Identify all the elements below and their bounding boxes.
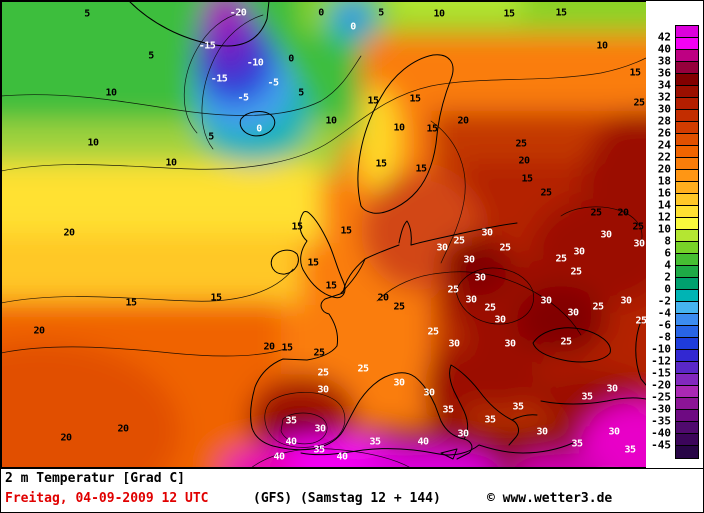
colorbar-tick-label: -15: [651, 366, 671, 380]
colorbar-tick-label: -20: [651, 378, 671, 392]
colorbar-cell: [676, 410, 698, 422]
colorbar-cell: [676, 194, 698, 206]
colorbar-cell: [676, 38, 698, 50]
colorbar-cell: [676, 302, 698, 314]
colorbar-cell: [676, 134, 698, 146]
colorbar-tick-label: 16: [657, 186, 671, 200]
model-forecast-info: (GFS) (Samstag 12 + 144): [253, 491, 441, 506]
colorbar-tick-label: 32: [657, 90, 671, 104]
coast-britain: [299, 211, 346, 299]
colorbar-cell: [676, 158, 698, 170]
colorbar-cell: [676, 278, 698, 290]
colorbar-cell: [676, 110, 698, 122]
colorbar-tick-label: 8: [664, 234, 671, 248]
colorbar-tick-label: -35: [651, 414, 671, 428]
colorbar-cell: [676, 146, 698, 158]
colorbar-tick-label: 2: [664, 270, 671, 284]
coast-adriatic-greece: [449, 364, 538, 446]
colorbar-tick-label: 30: [657, 102, 671, 116]
colorbar-cell: [676, 422, 698, 434]
colorbar-tick-label: -8: [657, 330, 671, 344]
colorbar-cell: [676, 314, 698, 326]
colorbar-tick-label: 24: [657, 138, 671, 152]
colorbar-tick-label: 6: [664, 246, 671, 260]
coast-north-africa: [300, 442, 574, 456]
colorbar-tick-label: 18: [657, 174, 671, 188]
coast-greenland: [128, 1, 270, 47]
colorbar-tick-label: -10: [651, 342, 671, 356]
colorbar-cell: [676, 386, 698, 398]
colorbar-tick-label: 22: [657, 150, 671, 164]
coast-denmark: [398, 220, 412, 246]
colorbar-cell: [676, 170, 698, 182]
colorbar-tick-label: -4: [657, 306, 671, 320]
colorbar-cell: [676, 26, 698, 38]
colorbar-tick-label: 34: [657, 78, 671, 92]
colorbar-cell: [676, 434, 698, 446]
run-datetime: Freitag, 04-09-2009 12 UTC: [5, 491, 209, 506]
colorbar-cell: [676, 242, 698, 254]
colorbar-cell: [676, 218, 698, 230]
colorbar-tick-label: -2: [657, 294, 671, 308]
colorbar-cell: [676, 50, 698, 62]
coast-scandinavia: [357, 54, 454, 214]
colorbar-tick-label: 4: [664, 258, 671, 272]
map-title: 2 m Temperatur [Grad C]: [5, 471, 186, 486]
colorbar-tick-label: 38: [657, 54, 671, 68]
temperature-map-svg: [1, 1, 647, 468]
isotherm-contours: [1, 12, 647, 468]
colorbar-cells: [675, 25, 699, 459]
colorbar-tick-label: 26: [657, 126, 671, 140]
coast-caspian: [635, 320, 647, 386]
copyright: © www.wetter3.de: [487, 491, 613, 506]
colorbar-tick-label: 36: [657, 66, 671, 80]
footer-bar: 2 m Temperatur [Grad C] Freitag, 04-09-2…: [1, 468, 703, 512]
colorbar-cell: [676, 290, 698, 302]
coastlines: [128, 1, 647, 460]
coast-black-sea: [532, 327, 611, 363]
colorbar-tick-label: -45: [651, 438, 671, 452]
coast-iceland: [239, 111, 276, 137]
colorbar-cell: [676, 230, 698, 242]
colorbar-cell: [676, 86, 698, 98]
colorbar-cell: [676, 326, 698, 338]
coast-west-europe: [250, 258, 473, 460]
colorbar-tick-label: -6: [657, 318, 671, 332]
map-area: 5 -20 0 0 5 10 15 15 10 15 25 -15 -15 -10 -5 -5 0 5 5 10 5 0 1…: [1, 1, 647, 468]
colorbar: 42 40 38 36 34 32 30 28 26 24 22 20 18 16 14 12 10 8 6 4 2 0-…: [646, 1, 703, 468]
colorbar-cell: [676, 362, 698, 374]
colorbar-cell: [676, 338, 698, 350]
colorbar-tick-label: 40: [657, 42, 671, 56]
colorbar-ticks: 42 40 38 36 34 32 30 28 26 24 22 20 18 16 14 12 10 8 6 4 2 0-…: [646, 1, 673, 468]
colorbar-cell: [676, 266, 698, 278]
colorbar-cell: [676, 350, 698, 362]
colorbar-cell: [676, 206, 698, 218]
colorbar-cell: [676, 98, 698, 110]
coast-turkey: [540, 397, 647, 405]
colorbar-tick-label: 0: [664, 282, 671, 296]
colorbar-tick-label: 10: [657, 222, 671, 236]
colorbar-cell: [676, 122, 698, 134]
colorbar-tick-label: 14: [657, 198, 671, 212]
colorbar-cell: [676, 74, 698, 86]
colorbar-tick-label: -12: [651, 354, 671, 368]
colorbar-cell: [676, 446, 698, 458]
coast-ireland: [270, 249, 299, 275]
colorbar-tick-label: 28: [657, 114, 671, 128]
colorbar-cell: [676, 374, 698, 386]
colorbar-tick-label: -30: [651, 402, 671, 416]
colorbar-cell: [676, 182, 698, 194]
colorbar-tick-label: 42: [657, 30, 671, 44]
colorbar-tick-label: -25: [651, 390, 671, 404]
colorbar-cell: [676, 254, 698, 266]
colorbar-cell: [676, 62, 698, 74]
colorbar-tick-label: -40: [651, 426, 671, 440]
colorbar-tick-label: 12: [657, 210, 671, 224]
coast-sicily: [440, 448, 458, 460]
colorbar-cell: [676, 398, 698, 410]
colorbar-tick-label: 20: [657, 162, 671, 176]
